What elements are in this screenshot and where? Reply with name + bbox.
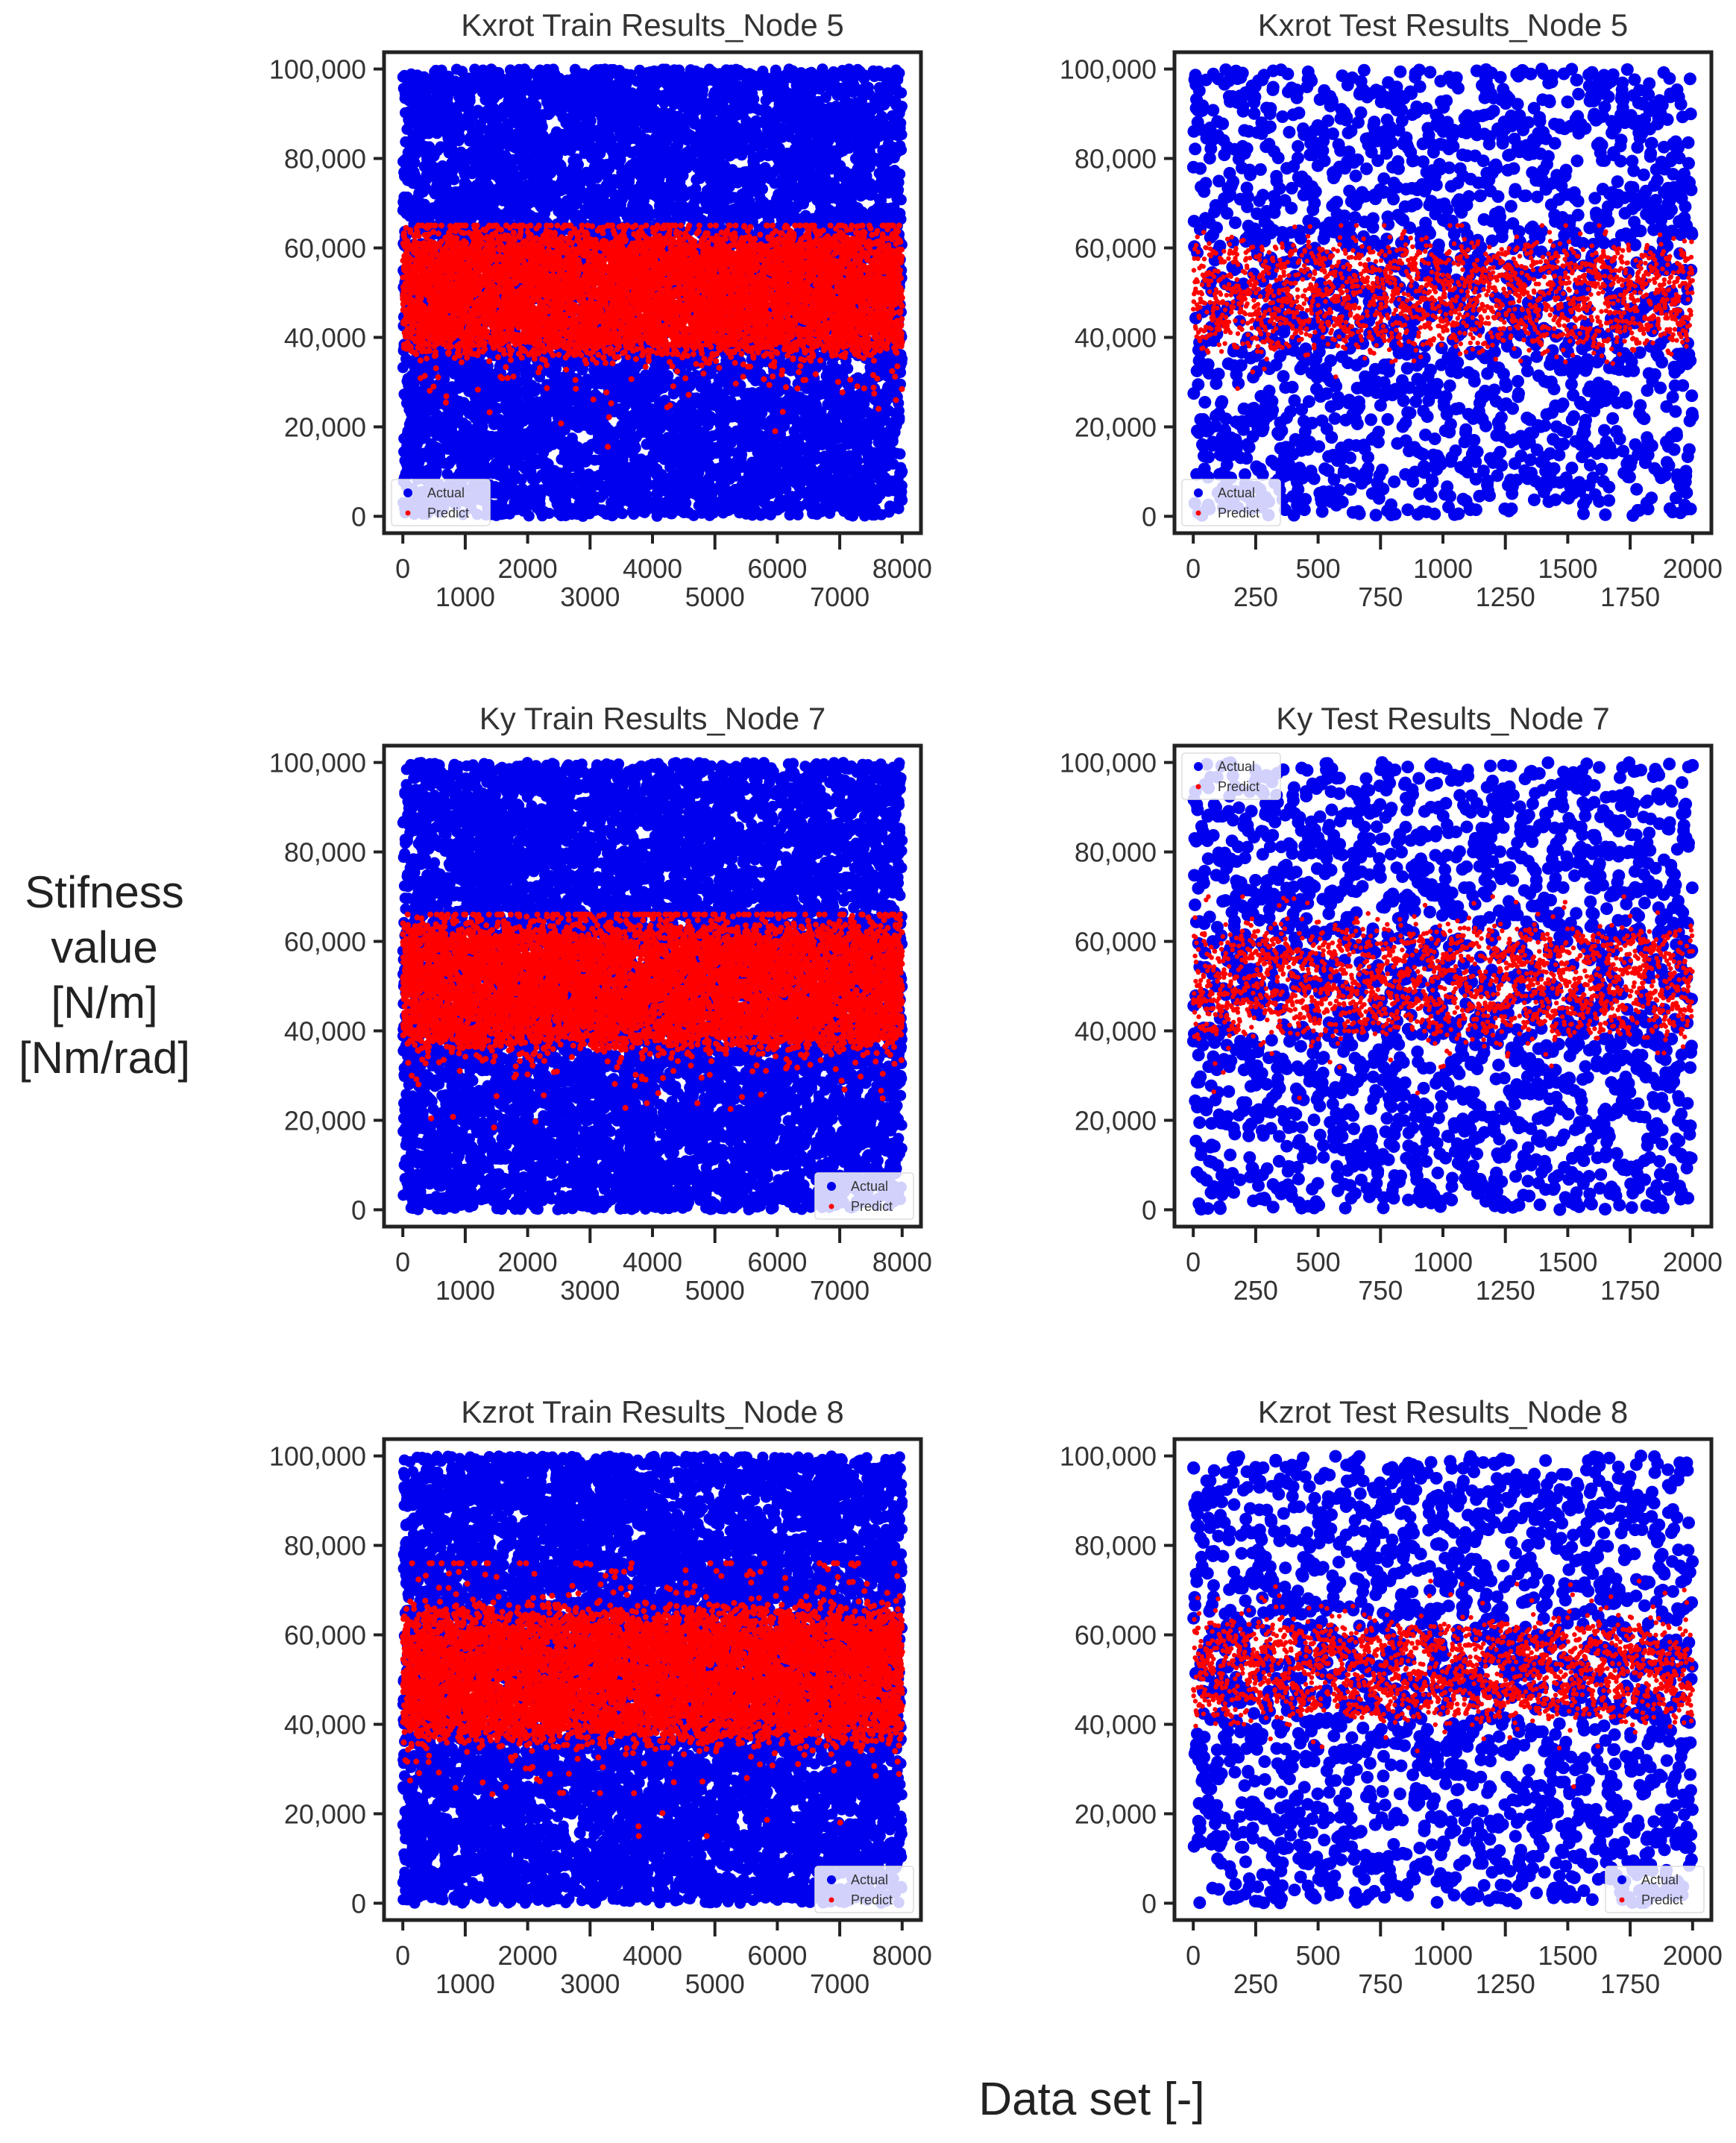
actual-point [617, 508, 628, 519]
chart-points [397, 63, 908, 522]
actual-point [630, 442, 641, 453]
actual-point [573, 159, 584, 170]
actual-point [448, 174, 459, 186]
actual-point [465, 95, 476, 107]
chart-panel-1: Kxrot Train Results_Node 5020,00040,0006… [269, 7, 932, 612]
actual-point [523, 511, 535, 522]
chart-title: Kxrot Train Results_Node 5 [461, 7, 844, 43]
actual-point [454, 131, 465, 142]
